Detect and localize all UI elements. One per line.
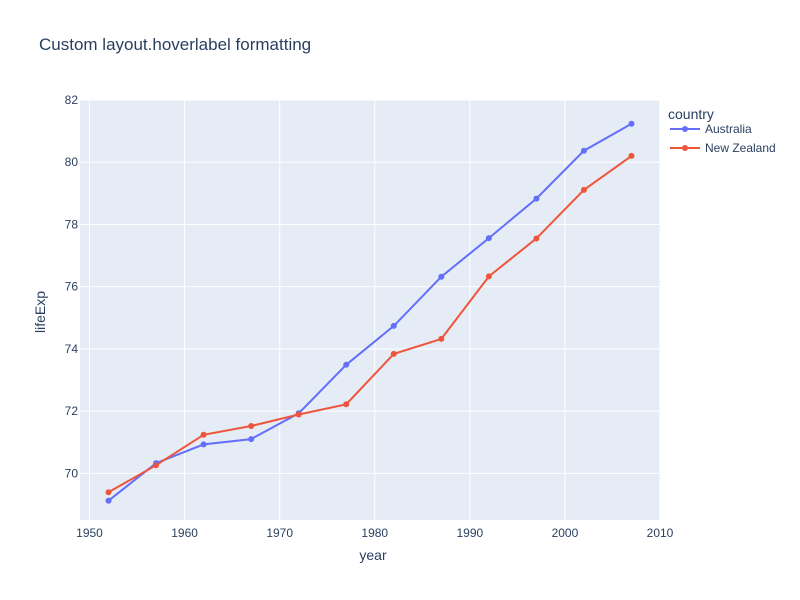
legend-item-label[interactable]: Australia	[705, 122, 752, 136]
data-point[interactable]	[580, 186, 587, 193]
legend-marker-0	[682, 126, 688, 132]
data-point[interactable]	[533, 235, 540, 242]
x-tick-label: 1960	[171, 526, 198, 540]
data-point[interactable]	[390, 322, 397, 329]
x-tick-label: 1990	[456, 526, 483, 540]
data-point[interactable]	[343, 361, 350, 368]
data-point[interactable]	[248, 436, 255, 443]
y-tick-label: 72	[65, 404, 79, 418]
data-point[interactable]	[200, 431, 207, 438]
data-point[interactable]	[628, 120, 635, 127]
plot-area	[80, 100, 660, 520]
y-axis-ticks: 70 72 74 76 78 80 82	[65, 93, 79, 480]
gridlines	[80, 99, 661, 520]
legend-item-label[interactable]: New Zealand	[705, 141, 776, 155]
series-line-0	[107, 122, 632, 502]
data-point[interactable]	[533, 195, 540, 202]
data-point[interactable]	[200, 441, 207, 448]
x-axis-ticks: 1950 1960 1970 1980 1990 2000 2010	[76, 526, 674, 540]
y-tick-label: 70	[65, 466, 79, 480]
x-tick-label: 2000	[552, 526, 579, 540]
data-point[interactable]	[105, 489, 112, 496]
x-axis-title: year	[359, 547, 387, 563]
data-point[interactable]	[628, 152, 635, 159]
data-point[interactable]	[438, 273, 445, 280]
data-point[interactable]	[580, 147, 587, 154]
y-tick-label: 74	[65, 342, 79, 356]
x-tick-label: 1970	[266, 526, 293, 540]
data-point[interactable]	[485, 273, 492, 280]
series-points	[105, 120, 635, 504]
x-tick-label: 1950	[76, 526, 103, 540]
y-tick-label: 82	[65, 93, 79, 107]
data-point[interactable]	[295, 411, 302, 418]
data-point[interactable]	[343, 401, 350, 408]
data-point[interactable]	[390, 350, 397, 357]
data-point[interactable]	[248, 423, 255, 430]
data-point[interactable]	[153, 462, 160, 469]
legend-title: country	[668, 106, 714, 122]
legend: country Australia New Zealand	[668, 106, 776, 155]
chart-title: Custom layout.hoverlabel formatting	[39, 35, 311, 54]
y-tick-label: 76	[65, 280, 79, 294]
legend-marker-1	[682, 145, 688, 151]
data-point[interactable]	[485, 235, 492, 242]
series-lines	[107, 122, 633, 502]
data-point[interactable]	[438, 335, 445, 342]
data-point[interactable]	[105, 497, 112, 504]
y-tick-label: 80	[65, 155, 79, 169]
y-tick-label: 78	[65, 217, 79, 231]
x-tick-label: 2010	[647, 526, 674, 540]
y-axis-title: lifeExp	[32, 291, 48, 333]
series-line-1	[108, 155, 633, 494]
x-tick-label: 1980	[361, 526, 388, 540]
